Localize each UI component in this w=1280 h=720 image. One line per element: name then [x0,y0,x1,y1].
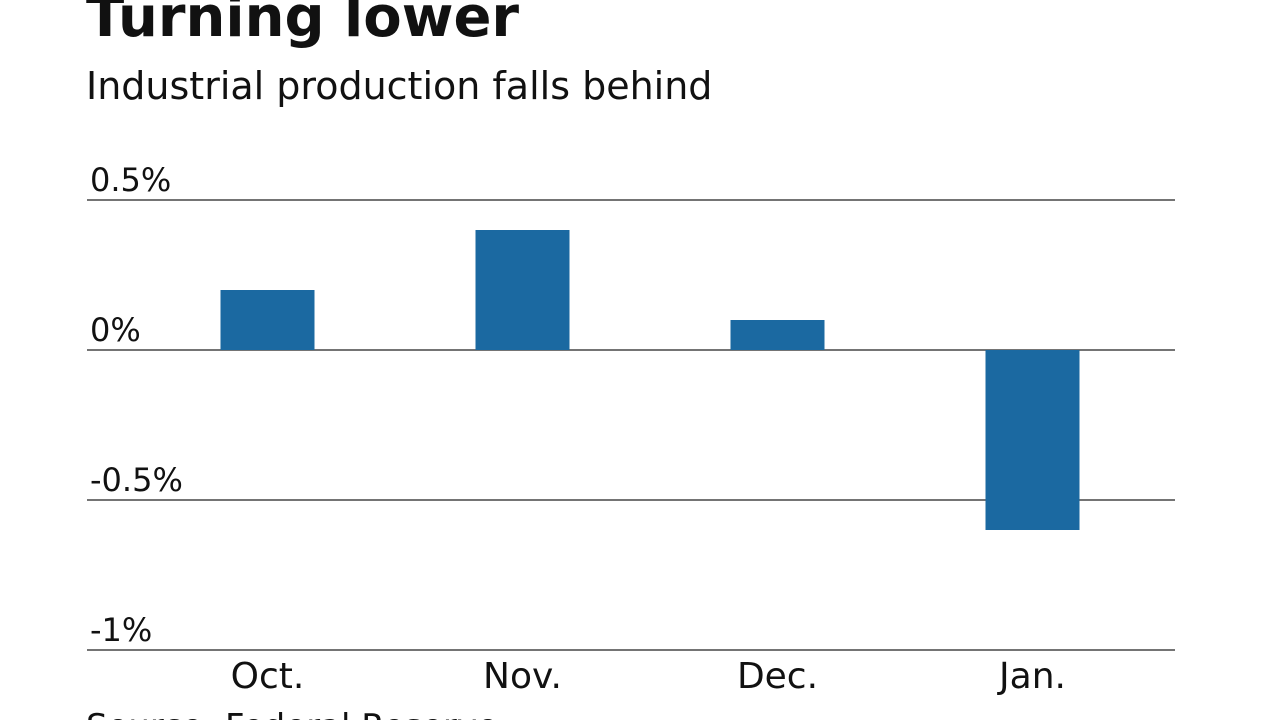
bar [730,320,825,350]
x-tick-label: Nov. [483,656,562,697]
bar [985,350,1080,530]
source-note: Source: Federal Reserve [86,707,498,720]
bar [220,290,315,350]
x-tick-label: Oct. [231,656,305,697]
y-tick-label: -0.5% [90,461,183,499]
x-tick-label: Jan. [997,656,1066,697]
y-tick-label: 0.5% [90,161,171,199]
chart-subtitle: Industrial production falls behind [86,64,712,108]
y-tick-label: -1% [90,611,152,649]
x-tick-label: Dec. [737,656,818,697]
y-tick-label: 0% [90,311,141,349]
bar [475,230,570,350]
chart-title: Turning lower [86,0,519,50]
